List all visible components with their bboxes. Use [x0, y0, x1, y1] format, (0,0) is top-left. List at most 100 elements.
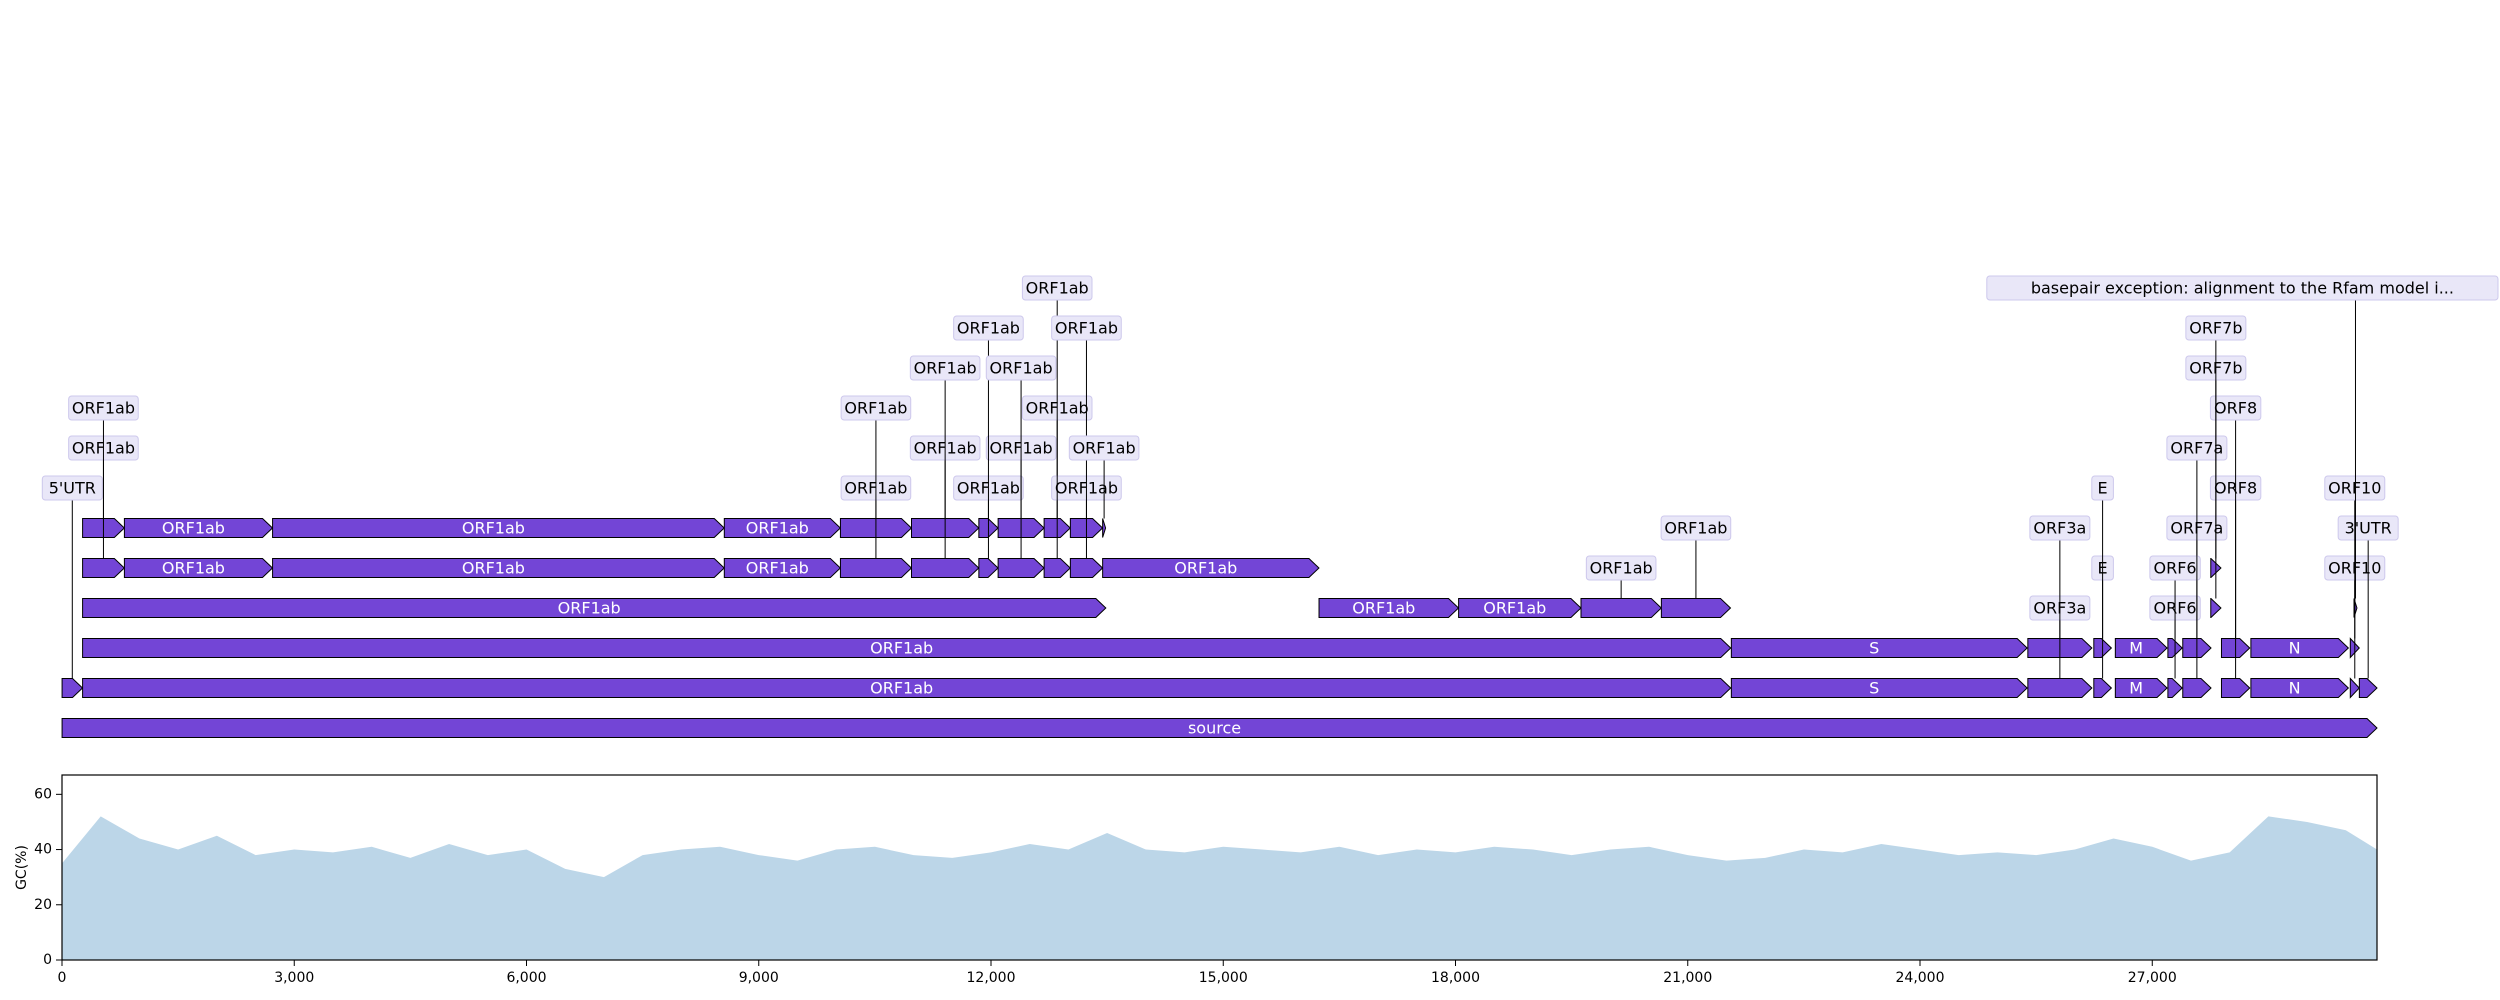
callout-label: ORF7b	[2189, 319, 2242, 338]
labels: 5'UTRORF3aEORF6ORF7aORF8ORF103'UTRORF3aE…	[41, 275, 2499, 679]
feature-label: ORF1ab	[746, 559, 809, 578]
callout-label: ORF1ab	[990, 359, 1053, 378]
x-tick-label: 0	[58, 970, 67, 986]
label-box	[2149, 555, 2201, 581]
feature	[61, 718, 2378, 738]
feature	[1043, 558, 1072, 578]
feature	[2358, 678, 2378, 698]
callout-label: ORF3a	[2033, 519, 2086, 538]
feature	[1318, 598, 1460, 618]
feature	[272, 518, 725, 538]
callout-label: ORF7a	[2170, 439, 2223, 458]
feature-label: ORF1ab	[162, 559, 225, 578]
gc-frame	[61, 774, 2378, 961]
feature-label: ORF1ab	[1483, 599, 1546, 618]
feature-label: ORF1ab	[162, 519, 225, 538]
feature	[910, 558, 980, 578]
feature	[1102, 518, 1107, 538]
x-tick-label: 27,000	[2128, 970, 2177, 986]
feature-label: S	[1869, 639, 1879, 658]
label-box	[2209, 395, 2262, 421]
feature	[2114, 638, 2168, 658]
x-tick-label: 6,000	[506, 970, 546, 986]
label-box	[1660, 515, 1732, 541]
x-tick-label: 12,000	[967, 970, 1016, 986]
label-box	[41, 475, 103, 501]
label-box	[1021, 275, 1093, 301]
label-box	[2166, 435, 2228, 461]
callout-label: ORF1ab	[1055, 319, 1118, 338]
x-tick-label: 21,000	[1663, 970, 1712, 986]
feature	[2027, 678, 2093, 698]
feature	[978, 558, 999, 578]
y-tick-label: 20	[34, 897, 52, 913]
feature	[82, 638, 1732, 658]
y-tick-label: 40	[34, 842, 52, 858]
feature	[82, 598, 1107, 618]
feature	[2114, 678, 2168, 698]
feature-label: S	[1869, 679, 1879, 698]
feature	[2250, 638, 2350, 658]
callout-label: ORF1ab	[1664, 519, 1727, 538]
feature-label: M	[2129, 679, 2143, 698]
feature	[2167, 678, 2183, 698]
y-axis-label: GC(%)	[14, 845, 30, 890]
x-tick-label: 18,000	[1431, 970, 1480, 986]
x-tick-label: 3,000	[274, 970, 314, 986]
feature-label: M	[2129, 639, 2143, 658]
feature	[61, 678, 84, 698]
label-box	[2324, 475, 2386, 501]
label-box	[953, 315, 1024, 341]
gc-area	[62, 816, 2377, 960]
feature	[123, 558, 274, 578]
feature	[2093, 678, 2113, 698]
label-box	[840, 395, 912, 421]
feature-label: source	[1188, 719, 1241, 738]
callout-label: ORF8	[2214, 399, 2257, 418]
callout-label: ORF1ab	[1590, 559, 1653, 578]
label-box	[2029, 515, 2091, 541]
feature-label: ORF1ab	[1174, 559, 1237, 578]
callout-label: basepair exception: alignment to the Rfa…	[2031, 279, 2454, 298]
label-box	[1986, 275, 2499, 301]
feature	[1660, 598, 1732, 618]
label-box	[909, 355, 981, 381]
callout-label: ORF1ab	[914, 359, 977, 378]
feature	[1102, 558, 1320, 578]
x-tick-label: 15,000	[1199, 970, 1248, 986]
callout-label: ORF6	[2154, 559, 2197, 578]
callout-label: E	[2098, 479, 2108, 498]
feature-label: ORF1ab	[462, 559, 525, 578]
y-tick-label: 0	[43, 952, 52, 968]
feature-label: N	[2289, 639, 2301, 658]
feature-label: ORF1ab	[462, 519, 525, 538]
feature-label: ORF1ab	[558, 599, 621, 618]
feature	[1730, 678, 2028, 698]
feature	[123, 518, 274, 538]
feature-label: ORF1ab	[870, 679, 933, 698]
label-box	[2091, 475, 2114, 501]
label-box	[1051, 315, 1122, 341]
feature	[2220, 678, 2251, 698]
feature	[2250, 678, 2350, 698]
feature	[272, 558, 725, 578]
feature	[2349, 677, 2360, 699]
feature	[723, 558, 842, 578]
feature	[82, 558, 126, 578]
feature	[1458, 598, 1582, 618]
label-box	[2337, 515, 2399, 541]
callout-label: ORF10	[2328, 479, 2381, 498]
label-box	[1585, 555, 1657, 581]
callout-label: ORF1ab	[844, 399, 907, 418]
label-box	[2185, 315, 2247, 341]
feature	[997, 558, 1045, 578]
callout-label: ORF1ab	[72, 399, 135, 418]
feature	[1730, 638, 2028, 658]
y-tick-label: 60	[34, 786, 52, 802]
feature-label: N	[2289, 679, 2301, 698]
x-tick-label: 24,000	[1896, 970, 1945, 986]
x-tick-label: 9,000	[739, 970, 779, 986]
features: source ORF1ab S M N ORF1ab S M N ORF1ab ORF1ab ORF1…	[61, 518, 2378, 738]
feature	[1580, 598, 1663, 618]
